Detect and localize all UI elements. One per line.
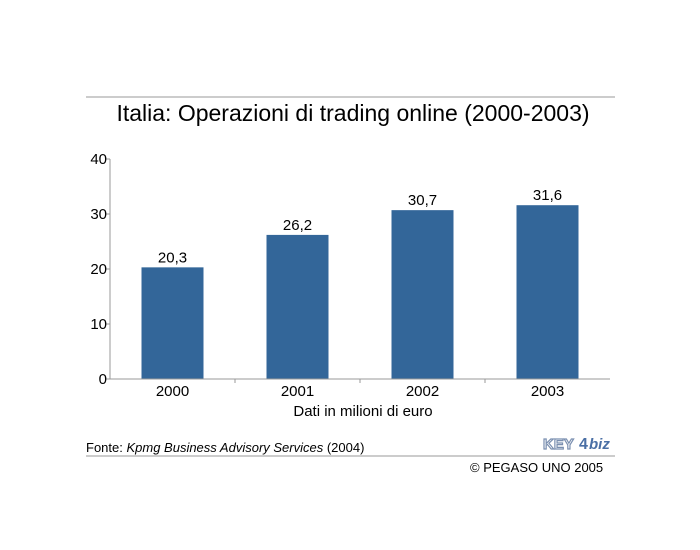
logo-key-text: KEY [543, 436, 574, 452]
bar-2000 [141, 267, 204, 379]
x-axis-label: Dati in milioni di euro [293, 403, 432, 420]
logo-four-text: 4 [579, 436, 588, 452]
source-suffix: (2004) [323, 440, 365, 455]
y-tick-label: 10 [90, 316, 107, 333]
y-tick-label: 40 [90, 151, 107, 168]
source-line: Fonte: Kpmg Business Advisory Services (… [86, 440, 364, 455]
data-label-2000: 20,3 [158, 249, 187, 266]
bars [141, 205, 579, 379]
source-prefix: Fonte: [86, 440, 127, 455]
copyright: © PEGASO UNO 2005 [470, 460, 604, 475]
y-tick-label: 0 [99, 371, 107, 388]
y-tick-label: 30 [90, 206, 107, 223]
data-label-2001: 26,2 [283, 217, 312, 234]
y-tick-label: 20 [90, 261, 107, 278]
y-axis: 0 10 20 30 40 [90, 151, 111, 388]
logo-biz-text: biz [589, 436, 610, 452]
data-label-2002: 30,7 [408, 192, 437, 209]
bar-2001 [266, 234, 329, 379]
chart-title: Italia: Operazioni di trading online (20… [116, 100, 589, 126]
bar-2002 [391, 210, 454, 379]
data-labels: 20,3 26,2 30,7 31,6 [158, 187, 562, 266]
source-name: Kpmg Business Advisory Services [126, 440, 324, 455]
x-tick-label-2000: 2000 [156, 383, 189, 400]
x-tick-label-2002: 2002 [406, 383, 439, 400]
data-label-2003: 31,6 [533, 187, 562, 204]
x-tick-label-2003: 2003 [531, 383, 564, 400]
bar-2003 [516, 205, 579, 379]
x-axis: 2000 2001 2002 2003 [110, 378, 610, 400]
key4biz-logo: KEY 4 biz [543, 435, 610, 452]
x-tick-label-2001: 2001 [281, 383, 314, 400]
